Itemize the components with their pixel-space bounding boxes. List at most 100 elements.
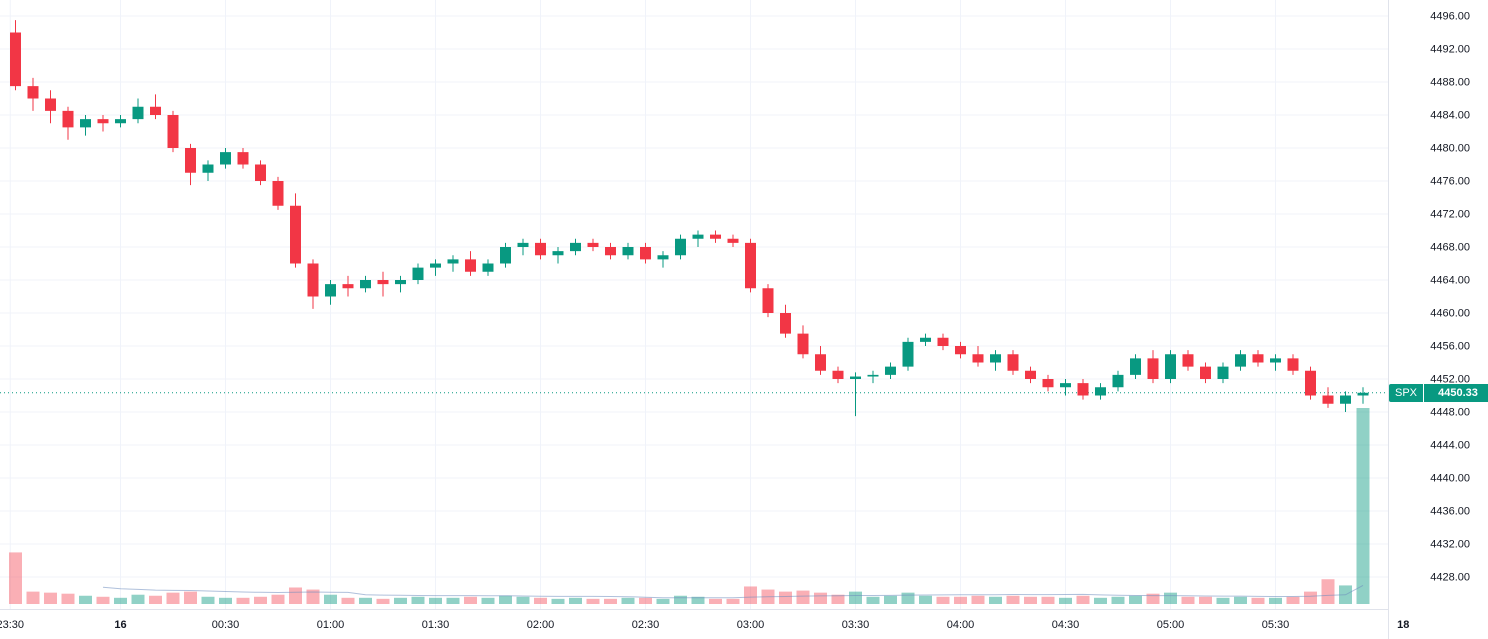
volume-bar	[884, 595, 897, 604]
candle-body	[430, 263, 441, 268]
volume-bar	[1304, 591, 1317, 604]
volume-bar	[1059, 597, 1072, 604]
candle-body	[97, 119, 109, 124]
volume-bar	[131, 594, 145, 604]
candle-body	[552, 251, 564, 256]
price-tick-label: 4460.00	[1430, 308, 1470, 320]
candle-body	[1340, 395, 1351, 404]
candle-body	[727, 238, 739, 243]
volume-bar	[534, 597, 547, 604]
volume-bar	[184, 591, 197, 604]
candle-body	[272, 181, 284, 206]
volume-bar	[569, 597, 582, 604]
volume-bar	[1199, 596, 1212, 604]
candle-body	[1147, 358, 1159, 379]
volume-bar	[656, 598, 670, 604]
volume-bar	[779, 591, 792, 604]
candle-body	[832, 370, 844, 379]
time-tick-label: 05:00	[1157, 619, 1185, 631]
candle-body	[290, 205, 301, 264]
candle-body	[902, 341, 914, 367]
volume-bar	[586, 598, 600, 604]
candle-body	[850, 376, 861, 379]
candle-body	[1252, 354, 1264, 363]
volume-bar	[709, 598, 722, 604]
price-tick-label: 4436.00	[1430, 506, 1470, 518]
candle-body	[482, 263, 494, 272]
time-tick-label: 04:30	[1052, 619, 1080, 631]
candle-body	[1007, 354, 1019, 371]
volume-bar	[201, 596, 215, 604]
volume-bar	[446, 597, 460, 604]
volume-bar	[394, 597, 407, 604]
price-tick-label: 4496.00	[1430, 11, 1470, 23]
candle-body	[360, 280, 371, 289]
price-tick-label: 4472.00	[1430, 209, 1470, 221]
volume-bar	[1356, 408, 1370, 604]
price-axis[interactable]: 4496.00 4492.00 4488.00 4484.00 4480.00 4476.…	[1430, 11, 1470, 584]
candle-body	[1305, 370, 1316, 396]
volume-layer	[9, 408, 1370, 604]
candle-body	[255, 164, 266, 181]
volume-bar	[919, 595, 932, 604]
volume-bar	[236, 597, 250, 604]
candle-body	[517, 242, 529, 247]
volume-bar	[1006, 595, 1020, 604]
volume-bar	[166, 592, 180, 604]
candle-body	[1112, 374, 1124, 388]
volume-bar	[814, 592, 827, 604]
volume-bar	[149, 595, 162, 604]
volume-bar	[936, 596, 950, 604]
candle-body	[1322, 395, 1334, 404]
volume-bar	[1146, 593, 1160, 604]
volume-bar	[306, 589, 320, 604]
candle-body	[27, 86, 39, 99]
candle-body	[1060, 383, 1071, 388]
price-tick-label: 4448.00	[1430, 407, 1470, 419]
volume-bar	[1251, 597, 1265, 604]
grid-layer	[0, 0, 1388, 609]
volume-bar	[376, 598, 390, 604]
time-tick-label: 02:30	[632, 619, 660, 631]
candle-body	[535, 242, 546, 256]
price-tick-label: 4464.00	[1430, 275, 1470, 287]
time-tick-label: 03:30	[842, 619, 870, 631]
volume-bar	[61, 593, 75, 604]
volume-bar	[341, 597, 355, 604]
time-tick-label: 00:30	[212, 619, 240, 631]
volume-ma-line	[102, 584, 1364, 599]
volume-bar	[1321, 579, 1335, 604]
volume-bar	[954, 596, 967, 604]
candle-body	[780, 313, 791, 334]
candle-body	[762, 288, 774, 313]
candle-body	[220, 152, 231, 165]
price-tick-label: 4480.00	[1430, 143, 1470, 155]
symbol-label: SPX	[1389, 384, 1424, 402]
time-axis[interactable]: 23:30 16 00:30 01:00 01:30 02:00 02:30 03:00 03:…	[0, 619, 1409, 631]
volume-bar	[971, 595, 985, 604]
candle-body	[920, 337, 931, 342]
volume-bar	[796, 590, 810, 604]
candle-body	[972, 354, 984, 363]
candle-body	[745, 242, 756, 289]
volume-bar	[1041, 596, 1055, 604]
candle-body	[710, 234, 721, 239]
volume-bar	[726, 598, 740, 604]
volume-bar	[254, 596, 267, 604]
symbol-price-badge: SPX 4450.33	[1389, 384, 1488, 402]
volume-bar	[639, 597, 652, 604]
candle-body	[657, 255, 669, 260]
candle-body	[640, 247, 651, 260]
price-tick-label: 4444.00	[1430, 440, 1470, 452]
candle-body	[1200, 366, 1211, 379]
volume-bar	[674, 595, 687, 604]
candle-body	[622, 247, 634, 256]
candle-body	[605, 247, 616, 256]
candle-body	[1042, 379, 1054, 388]
candle-body	[1217, 366, 1229, 379]
candle-body	[570, 242, 581, 252]
volume-bar	[96, 596, 110, 604]
volume-bar	[271, 594, 285, 604]
